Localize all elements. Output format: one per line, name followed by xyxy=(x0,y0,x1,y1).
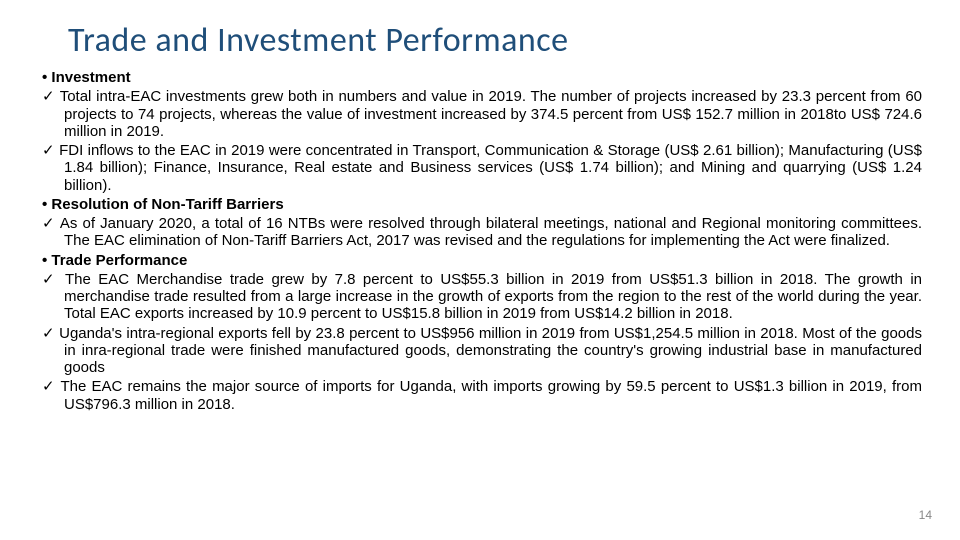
slide-title: Trade and Investment Performance xyxy=(68,20,930,61)
section-heading-investment: Investment xyxy=(42,69,930,86)
item-text: The EAC remains the major source of impo… xyxy=(60,378,922,412)
list-item: ✓ The EAC Merchandise trade grew by 7.8 … xyxy=(42,271,930,323)
item-text: Uganda's intra-regional exports fell by … xyxy=(59,325,922,377)
check-icon: ✓ xyxy=(42,215,60,232)
list-item: ✓ The EAC remains the major source of im… xyxy=(42,378,930,413)
slide-content: Investment ✓ Total intra-EAC investments… xyxy=(30,69,930,413)
list-item: ✓ Uganda's intra-regional exports fell b… xyxy=(42,325,930,377)
list-item: ✓ As of January 2020, a total of 16 NTBs… xyxy=(42,215,930,250)
check-icon: ✓ xyxy=(42,142,59,159)
check-icon: ✓ xyxy=(42,325,59,342)
check-icon: ✓ xyxy=(42,88,60,105)
list-item: ✓ Total intra-EAC investments grew both … xyxy=(42,88,930,140)
item-text: Total intra-EAC investments grew both in… xyxy=(60,88,922,140)
check-icon: ✓ xyxy=(42,378,60,395)
section-heading-ntb: Resolution of Non-Tariff Barriers xyxy=(42,196,930,213)
item-text: FDI inflows to the EAC in 2019 were conc… xyxy=(59,142,922,194)
list-item: ✓ FDI inflows to the EAC in 2019 were co… xyxy=(42,142,930,194)
item-text: The EAC Merchandise trade grew by 7.8 pe… xyxy=(64,271,922,323)
check-icon: ✓ xyxy=(42,271,65,288)
item-text: As of January 2020, a total of 16 NTBs w… xyxy=(60,215,922,249)
page-number: 14 xyxy=(919,508,932,522)
slide-container: Trade and Investment Performance Investm… xyxy=(0,0,960,435)
section-heading-trade: Trade Performance xyxy=(42,252,930,269)
